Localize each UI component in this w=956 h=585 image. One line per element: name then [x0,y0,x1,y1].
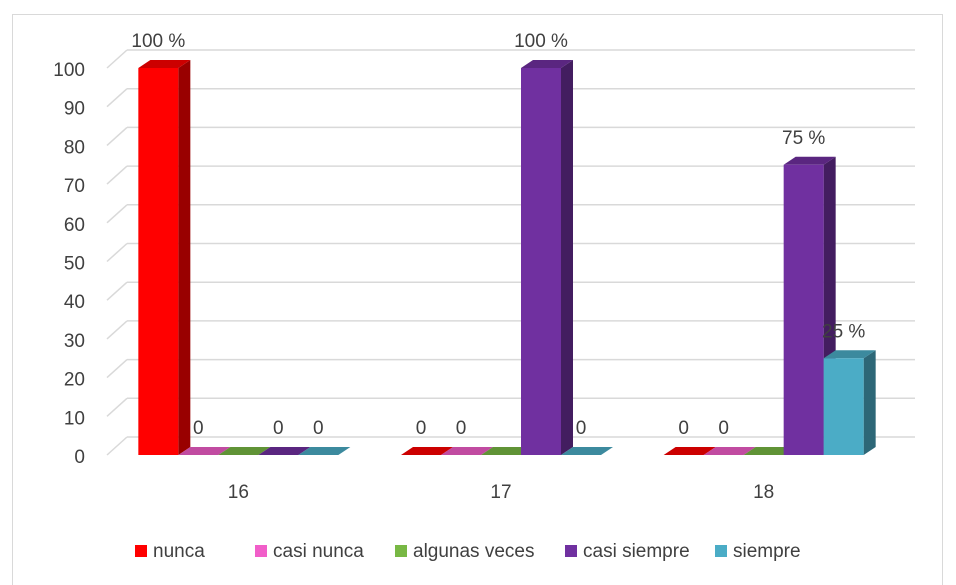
data-label: 100 % [514,31,568,52]
legend-label: siempre [733,541,801,562]
legend-label: nunca [153,541,205,562]
data-label: 100 % [131,31,185,52]
bar-top [178,447,231,455]
y-tick-label: 60 [64,215,85,236]
grid-depth [106,320,128,340]
grid-depth [106,126,128,146]
y-tick-label: 10 [64,408,85,429]
y-tick-label: 70 [64,176,85,197]
data-label: 75 % [782,128,825,149]
data-label: 0 [416,418,427,439]
y-tick-label: 20 [64,370,85,391]
y-tick-label: 100 [53,60,85,81]
legend-swatch [395,545,407,557]
data-label: 25 % [822,321,865,342]
y-tick-label: 80 [64,137,85,158]
legend-label: casi siempre [583,541,690,562]
bar-top [703,447,756,455]
grid-depth [106,281,128,301]
y-tick-label: 50 [64,254,85,275]
y-tick-label: 40 [64,292,85,313]
y-tick-label: 0 [74,447,85,468]
grid-depth [106,359,128,379]
legend-swatch [135,545,147,557]
bar-top [521,60,573,68]
bar [521,68,561,455]
x-tick-label: 18 [753,482,774,503]
bar-top [258,447,311,455]
bar-top [663,447,716,455]
data-label: 0 [273,418,284,439]
bar-top [481,447,533,455]
grid-depth [106,242,128,263]
data-label: 0 [576,418,587,439]
bar [823,358,864,455]
grid-depth [106,204,128,224]
grid-depth [106,88,128,108]
bar-top [823,350,876,359]
legend-swatch [255,545,267,557]
bar-side [178,60,191,455]
bar-top [298,447,351,455]
legend-swatch [715,545,727,557]
grid-depth [106,165,128,185]
bar-side [863,350,876,455]
bar-top [441,447,493,455]
legend-label: casi nunca [273,541,364,562]
grid-depth [106,436,128,456]
bar-top [783,156,836,165]
x-tick-label: 17 [490,482,511,503]
legend-label: algunas veces [413,541,534,562]
bar [783,164,824,455]
bar-top [743,447,796,455]
bar-top [218,447,271,455]
data-label: 0 [193,418,204,439]
legend-swatch [565,545,577,557]
data-label: 0 [456,418,467,439]
data-label: 0 [718,418,729,439]
bar [138,68,179,455]
y-tick-label: 30 [64,331,85,352]
bar-top [561,447,613,455]
bar-top [401,447,453,455]
data-label: 0 [313,418,324,439]
y-tick-label: 90 [64,99,85,120]
bar-side [561,60,573,455]
x-tick-label: 16 [228,482,249,503]
bar-top [138,60,191,68]
data-label: 0 [678,418,689,439]
grid-depth [106,49,128,69]
grid-depth [106,397,128,417]
